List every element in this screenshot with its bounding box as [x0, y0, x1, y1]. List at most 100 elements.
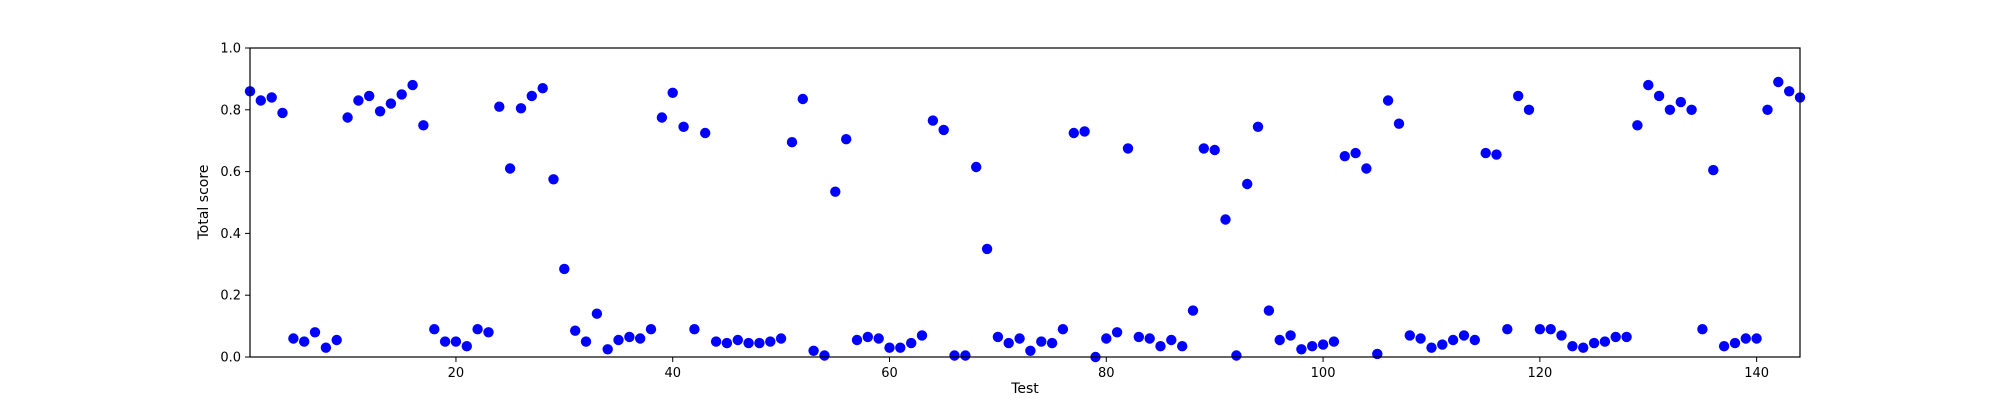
data-point: [786, 137, 798, 148]
data-point: [1491, 149, 1502, 160]
data-point: [1404, 330, 1416, 341]
data-point: [1036, 336, 1047, 347]
data-point: [1187, 305, 1199, 316]
data-point: [385, 98, 397, 109]
data-point: [1697, 324, 1708, 335]
data-point: [1480, 147, 1491, 159]
data-point: [526, 90, 537, 102]
data-point: [1426, 342, 1437, 353]
data-point: [1502, 324, 1513, 335]
data-point: [1361, 163, 1372, 174]
data-point: [1079, 126, 1090, 137]
data-point: [1025, 345, 1036, 356]
data-point: [1101, 333, 1112, 344]
data-point: [981, 243, 993, 255]
y-tick-label: 0.4: [220, 227, 241, 242]
data-point: [635, 333, 646, 344]
data-point: [1111, 327, 1123, 338]
plot-frame: [249, 47, 1801, 358]
data-point: [1534, 324, 1546, 335]
data-point: [418, 120, 429, 131]
data-point: [320, 342, 332, 353]
data-point: [819, 350, 830, 361]
data-point: [1014, 333, 1025, 344]
data-point: [1513, 90, 1524, 102]
data-points: [244, 76, 1806, 363]
data-point: [645, 324, 657, 335]
data-point: [1285, 330, 1296, 341]
data-point: [906, 337, 917, 349]
data-point: [483, 327, 494, 338]
data-point: [1567, 341, 1578, 352]
data-point: [1653, 90, 1665, 102]
x-axis-label: Test: [1010, 381, 1039, 397]
data-point: [830, 186, 841, 197]
data-point: [1307, 341, 1318, 352]
data-point: [1556, 330, 1567, 341]
data-point: [1339, 151, 1351, 162]
data-point: [1382, 95, 1394, 106]
data-point: [971, 161, 982, 173]
data-point: [1328, 336, 1340, 347]
data-point: [667, 87, 678, 99]
data-point: [439, 336, 451, 347]
data-point: [1458, 330, 1470, 341]
data-point: [624, 331, 635, 343]
data-point: [732, 334, 743, 346]
data-point: [873, 333, 884, 344]
x-tick-label: 100: [1311, 366, 1336, 381]
data-point: [895, 342, 906, 353]
data-point: [721, 337, 733, 349]
data-point: [1155, 341, 1166, 352]
data-point: [288, 333, 299, 344]
data-point: [277, 107, 288, 119]
data-point: [1632, 120, 1643, 131]
data-point: [1784, 86, 1795, 97]
data-point: [1046, 337, 1058, 349]
data-point: [743, 337, 754, 349]
data-point: [916, 330, 928, 341]
data-point: [1588, 337, 1600, 349]
data-point: [1350, 147, 1361, 159]
data-point: [1718, 341, 1730, 352]
x-tick-label: 60: [881, 366, 898, 381]
data-point: [580, 336, 592, 347]
x-tick-label: 40: [664, 366, 681, 381]
data-point: [1296, 344, 1307, 355]
data-point: [1252, 121, 1264, 132]
data-point: [1523, 104, 1535, 116]
data-point: [1762, 104, 1773, 116]
data-point: [1220, 214, 1231, 225]
data-point: [1729, 337, 1741, 349]
data-point: [407, 79, 418, 91]
data-point: [1740, 333, 1752, 344]
y-tick-label: 0.6: [220, 165, 241, 180]
data-point: [559, 263, 570, 275]
data-point: [1437, 339, 1448, 350]
data-point: [1242, 178, 1253, 190]
data-point: [602, 344, 613, 355]
data-point: [1166, 334, 1177, 346]
data-point: [656, 112, 668, 123]
data-point: [862, 331, 873, 343]
data-point: [884, 342, 895, 353]
data-point: [1773, 76, 1784, 88]
data-point: [570, 325, 581, 336]
data-point: [537, 83, 548, 94]
data-point: [1708, 164, 1719, 176]
x-tick-label: 120: [1527, 366, 1552, 381]
data-point: [504, 163, 516, 174]
data-point: [949, 350, 960, 361]
data-point: [1675, 96, 1687, 108]
x-axis-ticks: 20 40 60 80 100 120 140: [448, 357, 1769, 381]
data-point: [841, 134, 852, 145]
data-point: [299, 336, 310, 347]
data-point: [710, 336, 722, 347]
data-point: [1599, 336, 1611, 347]
data-point: [1068, 127, 1080, 139]
data-point: [364, 90, 375, 102]
data-point: [851, 334, 863, 346]
data-point: [1610, 331, 1621, 343]
